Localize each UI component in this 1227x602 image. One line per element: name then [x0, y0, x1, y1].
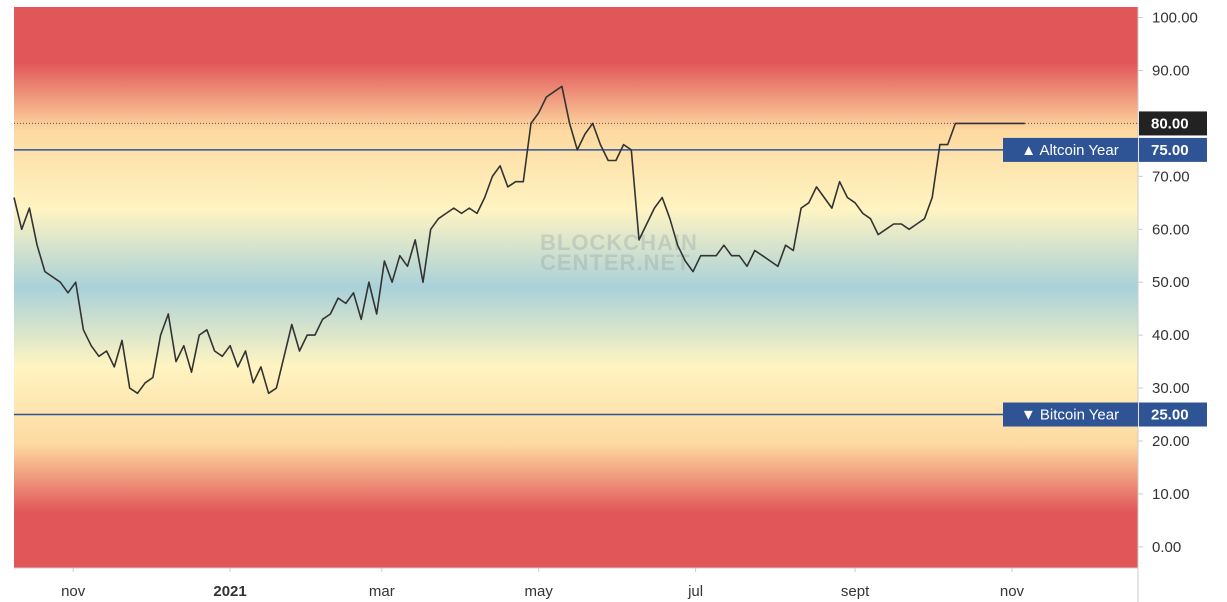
x-axis: nov 2021 mar may jul sept nov [61, 568, 1025, 600]
threshold-value-label-1: 25.00 [1151, 407, 1189, 424]
y-tick-label: 10.00 [1152, 486, 1190, 503]
x-tick-label: 2021 [213, 583, 246, 600]
y-tick-label: 50.00 [1152, 274, 1190, 291]
y-tick-label: 20.00 [1152, 433, 1190, 450]
x-tick-label: mar [369, 583, 395, 600]
threshold-label-badge-1 [1003, 402, 1138, 427]
x-tick-label: nov [61, 583, 86, 600]
x-tick-label: sept [841, 583, 870, 600]
threshold-label-0: ▲ Altcoin Year [1021, 142, 1118, 159]
plot-background [14, 7, 1138, 568]
threshold-value-badge-0 [1139, 137, 1207, 162]
watermark: BLOCKCHAIN CENTER.NET [540, 230, 698, 275]
y-tick-label: 90.00 [1152, 63, 1190, 80]
threshold-label-1: ▼ Bitcoin Year [1021, 407, 1119, 424]
y-tick-label: 0.00 [1152, 539, 1181, 556]
y-tick-label: 40.00 [1152, 327, 1190, 344]
y-tick-label: 100.00 [1152, 10, 1198, 27]
y-tick-label: 70.00 [1152, 168, 1190, 185]
value-badges: ▲ Altcoin Year 75.00 ▼ Bitcoin Year 25.00 80… [1003, 111, 1207, 427]
current-value-label: 80.00 [1151, 115, 1189, 132]
x-tick-label: jul [687, 583, 703, 600]
x-tick-label: nov [1000, 583, 1025, 600]
threshold-value-badge-1 [1139, 402, 1207, 427]
y-tick-label: 60.00 [1152, 221, 1190, 238]
series-line [13, 85, 1025, 395]
threshold-value-label-0: 75.00 [1151, 142, 1189, 159]
threshold-label-badge-0 [1003, 137, 1138, 162]
y-axis: 0.00 10.00 20.00 30.00 40.00 50.00 60.00 70.00 8… [1138, 10, 1198, 556]
watermark-line1: BLOCKCHAIN [540, 230, 698, 255]
watermark-line2: CENTER.NET [540, 250, 691, 275]
x-tick-label: may [525, 583, 554, 600]
threshold-lines [14, 149, 1138, 416]
current-value-badge [1139, 111, 1207, 136]
y-tick-label: 30.00 [1152, 380, 1190, 397]
